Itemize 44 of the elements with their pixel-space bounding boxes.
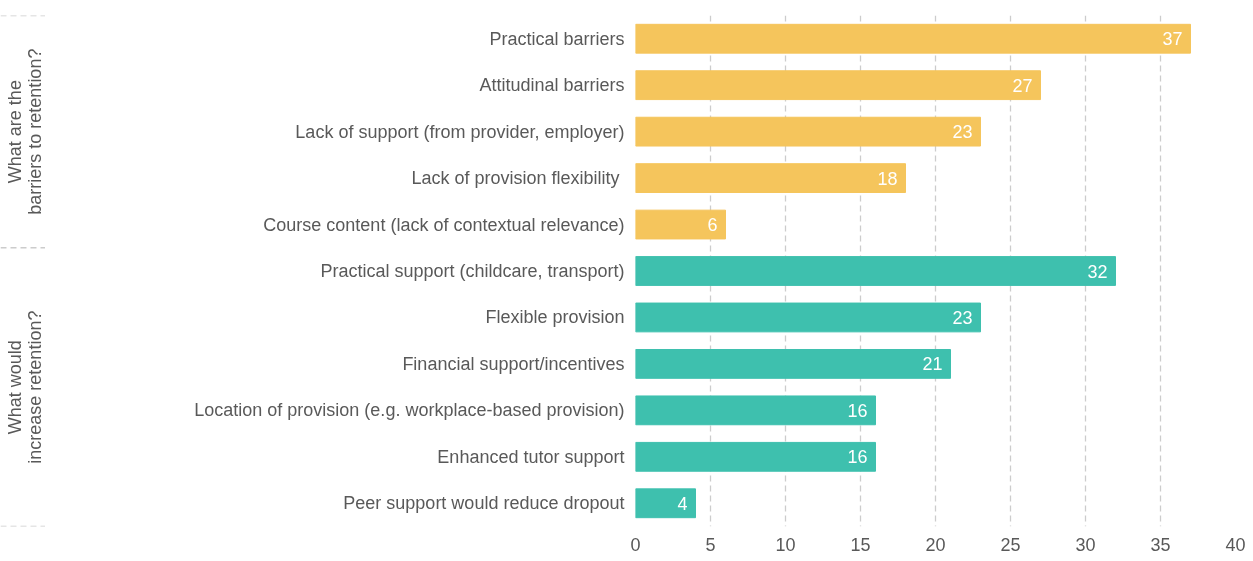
data-label: 6 (707, 215, 718, 236)
data-label: 37 (1162, 29, 1183, 50)
bar (635, 349, 951, 379)
x-tick-label: 25 (1000, 534, 1021, 555)
x-tick-label: 20 (925, 534, 946, 555)
x-tick-label: 0 (630, 534, 641, 555)
x-tick-label: 10 (775, 534, 796, 555)
bar (635, 256, 1116, 286)
y-tick-label: Course content (lack of contextual relevance) (263, 214, 625, 235)
data-label: 18 (877, 168, 898, 189)
data-label: 21 (922, 354, 943, 375)
bar (635, 395, 876, 426)
y-tick-label: Lack of provision flexibility (411, 168, 620, 189)
x-tick-label: 15 (850, 534, 871, 555)
bar (635, 488, 696, 519)
y-tick-label: Peer support would reduce dropout (343, 493, 625, 514)
y-tick-label: Flexible provision (485, 307, 625, 328)
bar (635, 70, 1041, 101)
data-label: 32 (1087, 261, 1108, 282)
data-label: 23 (952, 122, 973, 143)
data-label: 16 (847, 400, 868, 421)
text: What would increase retention? (5, 310, 46, 464)
y-tick-label: Lack of support (from provider, employer) (295, 121, 625, 142)
data-label: 4 (677, 493, 688, 514)
x-tick-label: 40 (1225, 534, 1246, 555)
data-label: 27 (1012, 75, 1033, 96)
text: What are the barriers to retention? (5, 48, 46, 215)
y-tick-label: Enhanced tutor support (437, 446, 625, 467)
data-label: 23 (952, 307, 973, 328)
y-tick-label: Location of provision (e.g. workplace-based provision) (194, 400, 625, 421)
data-label: 16 (847, 447, 868, 468)
y-tick-label: Practical support (childcare, transport) (320, 261, 625, 281)
bar (635, 302, 981, 333)
bar (635, 116, 981, 147)
y-tick-label: Practical barriers (489, 28, 625, 49)
bar (635, 163, 906, 193)
bar (635, 209, 726, 240)
bar (635, 441, 876, 472)
x-tick-label: 5 (705, 534, 716, 555)
y-tick-label: Financial support/incentives (402, 353, 625, 374)
x-tick-label: 35 (1150, 534, 1171, 555)
y-tick-label: Attitudinal barriers (479, 75, 625, 96)
bar (635, 23, 1191, 54)
x-tick-label: 30 (1075, 534, 1096, 555)
